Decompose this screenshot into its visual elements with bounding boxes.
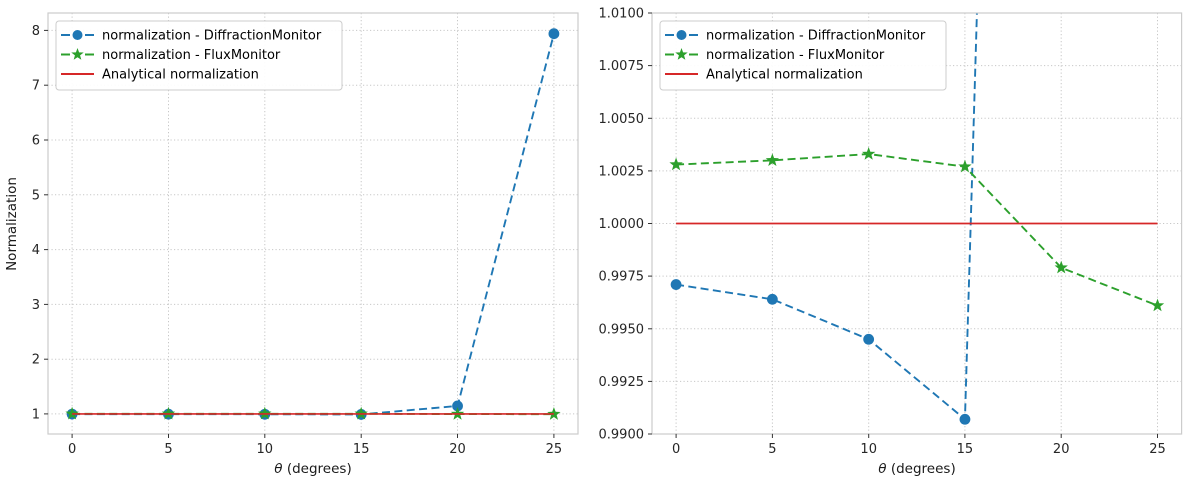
series-0-line <box>675 13 978 422</box>
data-point <box>669 157 683 171</box>
data-point <box>766 293 778 305</box>
x-tick-label: 25 <box>1149 442 1166 457</box>
legend-label: Analytical normalization <box>706 68 863 83</box>
x-tick-label: 10 <box>860 442 877 457</box>
series-1-markers <box>669 147 1165 312</box>
x-tick-label: 15 <box>353 442 370 457</box>
left-plot: 0 5 10 15 20 25 1 2 3 4 5 6 7 8 normalization - Diffra… <box>32 12 579 457</box>
y-tick-label: 6 <box>32 134 40 149</box>
right-xlabel: θ (degrees) <box>878 461 956 477</box>
y-tick-label: 0.9975 <box>599 270 645 285</box>
right-plot: 0 5 10 15 20 25 0.9900 0.9925 0.9950 0.9975 1.0000… <box>599 7 1183 458</box>
tick-marks <box>648 12 1158 438</box>
x-tick-label: 5 <box>768 442 776 457</box>
legend-label: Analytical normalization <box>102 68 259 83</box>
y-tick-label: 1.0050 <box>599 112 645 127</box>
data-point <box>1150 298 1165 312</box>
data-point <box>862 147 876 160</box>
legend-item: normalization - FluxMonitor <box>665 48 885 63</box>
series-0-line <box>72 33 555 416</box>
x-tick-label: 20 <box>1053 442 1070 457</box>
legend-item: normalization - DiffractionMonitor <box>61 29 322 44</box>
legend-box <box>55 20 343 91</box>
y-tick-label: 8 <box>32 24 40 39</box>
data-point <box>958 159 972 173</box>
legend: normalization - DiffractionMonitor normal… <box>659 20 947 91</box>
legend-item: normalization - DiffractionMonitor <box>665 29 926 44</box>
legend-item: normalization - FluxMonitor <box>61 48 281 63</box>
x-tick-label: 10 <box>257 442 274 457</box>
theta-symbol: θ <box>274 461 283 477</box>
y-tick-label: 1.0000 <box>599 217 645 232</box>
y-tick-label: 0.9950 <box>599 322 645 337</box>
x-tick-label: 25 <box>546 442 563 457</box>
legend-label: normalization - DiffractionMonitor <box>706 29 926 44</box>
y-tick-label: 5 <box>32 188 40 203</box>
y-tick-label: 1.0075 <box>599 59 645 74</box>
legend-label: normalization - FluxMonitor <box>706 48 885 63</box>
series-1-line <box>676 153 1158 307</box>
data-point <box>258 406 272 420</box>
x-tick-label: 0 <box>672 442 680 457</box>
legend-item: Analytical normalization <box>61 68 259 83</box>
y-tick-label: 1 <box>32 407 40 422</box>
legend-box <box>659 20 947 91</box>
y-tick-label: 1.0100 <box>599 7 645 22</box>
plot-spines <box>47 12 579 435</box>
y-tick-label: 2 <box>32 353 40 368</box>
data-point <box>548 28 560 40</box>
y-tick-label: 7 <box>32 79 40 94</box>
data-point <box>863 333 875 345</box>
legend: normalization - DiffractionMonitor normal… <box>55 20 343 91</box>
data-point <box>959 413 971 425</box>
theta-symbol: θ <box>878 461 887 477</box>
tick-labels: 0 5 10 15 20 25 0.9900 0.9925 0.9950 0.9975 1.0000… <box>599 7 1166 458</box>
data-point <box>765 153 780 167</box>
legend-marker <box>675 48 688 60</box>
legend-marker <box>676 30 687 40</box>
legend-label: normalization - FluxMonitor <box>102 48 281 63</box>
legend-marker <box>72 30 83 40</box>
y-tick-label: 1.0025 <box>599 164 645 179</box>
legend-item: Analytical normalization <box>665 68 863 83</box>
x-tick-label: 0 <box>68 442 76 457</box>
data-point <box>452 400 463 412</box>
series-0-markers <box>670 279 971 425</box>
y-tick-label: 0.9925 <box>599 375 645 390</box>
x-tick-label: 20 <box>449 442 466 457</box>
data-point <box>547 407 561 420</box>
tick-marks <box>44 29 555 438</box>
legend-label: normalization - DiffractionMonitor <box>102 29 322 44</box>
legend-marker <box>71 48 84 60</box>
data-point <box>670 279 682 290</box>
x-tick-label: 5 <box>164 442 172 457</box>
left-xlabel: θ (degrees) <box>274 461 352 477</box>
y-tick-label: 0.9900 <box>599 428 645 443</box>
data-point <box>1054 260 1068 274</box>
y-tick-label: 3 <box>32 298 40 313</box>
left-ylabel: Normalization <box>3 177 20 271</box>
y-tick-label: 4 <box>32 243 40 258</box>
tick-labels: 0 5 10 15 20 25 1 2 3 4 5 6 7 8 <box>32 24 562 457</box>
x-tick-label: 15 <box>957 442 974 457</box>
